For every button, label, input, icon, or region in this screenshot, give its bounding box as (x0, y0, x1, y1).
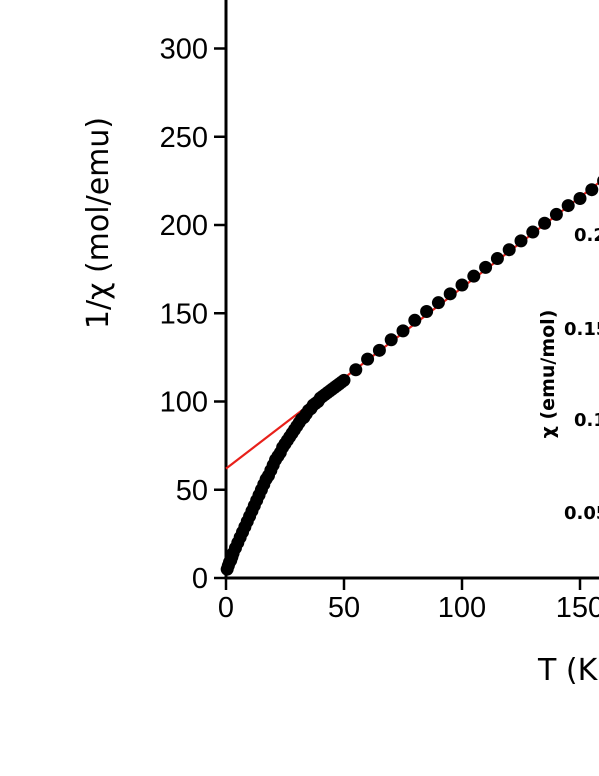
data-point (585, 183, 599, 197)
data-point (467, 269, 481, 283)
data-point (431, 296, 445, 310)
data-point (337, 373, 351, 387)
inset-y-tick-label: 0.15 (564, 319, 599, 340)
y-tick-label: 300 (160, 34, 208, 66)
data-point (372, 343, 386, 357)
data-point (420, 304, 434, 318)
data-point (396, 324, 410, 338)
data-point (514, 234, 528, 248)
inset-y-tick-label: 0.05 (564, 503, 599, 524)
y-tick-label: 150 (160, 298, 208, 330)
y-tick-label: 100 (160, 387, 208, 419)
inset-y-tick-labels: 0.2 0.15 0.1 0.05 (564, 225, 599, 524)
x-axis-title: T (K (537, 653, 599, 688)
y-tick-label: 0 (192, 563, 208, 595)
data-point (479, 260, 493, 274)
x-axis-ticks: 0 50 100 150 (218, 578, 599, 624)
data-point (455, 278, 469, 292)
data-point (490, 252, 504, 266)
inset-chart: χ (emu/mol) 0.2 0.15 0.1 0.05 (537, 225, 599, 524)
data-point (443, 287, 457, 301)
data-point (538, 216, 552, 230)
data-point (349, 363, 363, 377)
data-point (526, 225, 540, 239)
y-tick-label: 200 (160, 210, 208, 242)
inset-y-axis-title: χ (emu/mol) (537, 310, 559, 439)
data-point (561, 199, 575, 213)
inset-y-tick-label: 0.1 (574, 410, 599, 431)
y-tick-label: 50 (176, 475, 208, 507)
y-axis-ticks: 0 50 100 150 200 250 300 (160, 34, 226, 595)
data-point (408, 313, 422, 327)
x-tick-label: 150 (556, 592, 599, 624)
y-axis-title: 1/χ (mol/emu) (81, 117, 116, 329)
data-point (384, 333, 398, 347)
data-point (573, 192, 587, 206)
data-points (220, 176, 599, 576)
inset-y-tick-label: 0.2 (574, 225, 599, 246)
x-tick-label: 100 (438, 592, 486, 624)
x-tick-label: 50 (328, 592, 360, 624)
y-tick-label: 250 (160, 122, 208, 154)
x-tick-label: 0 (218, 592, 234, 624)
data-point (361, 352, 375, 366)
data-point (549, 207, 563, 221)
data-point (502, 243, 516, 257)
